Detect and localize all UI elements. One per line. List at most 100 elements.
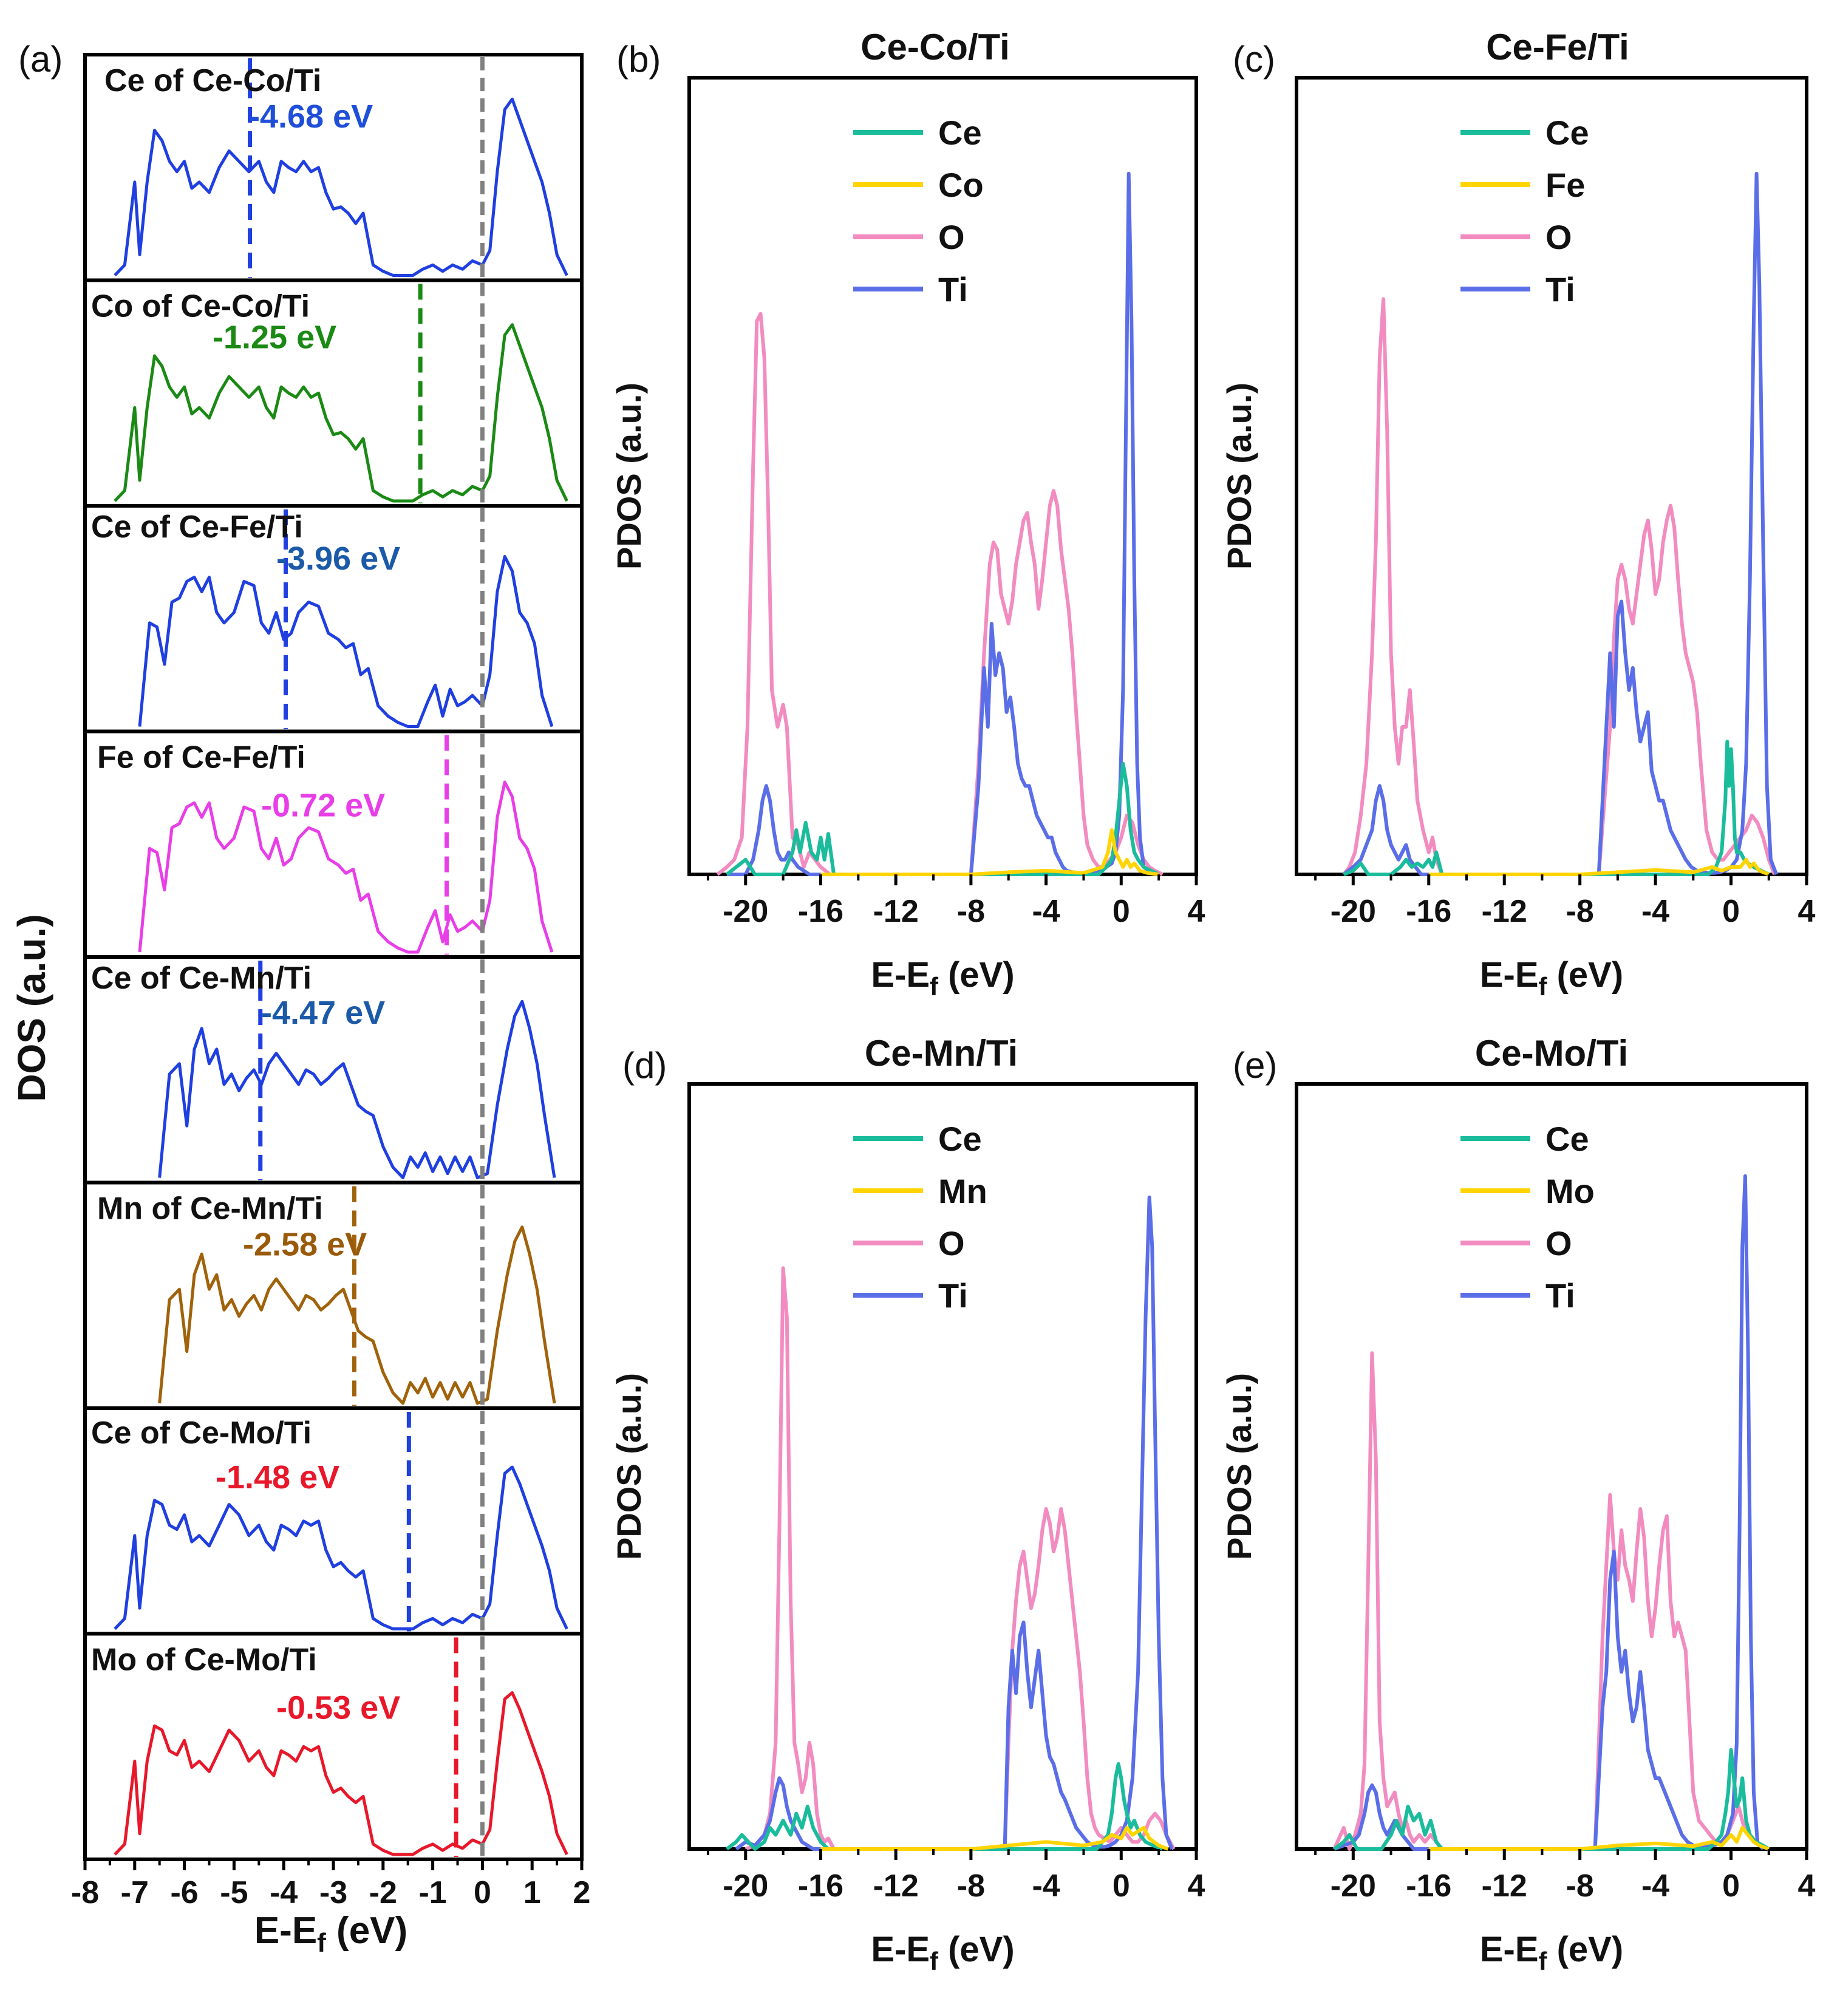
x-tick-label: -16 xyxy=(1406,894,1451,929)
series-line-ce xyxy=(1343,740,1770,876)
x-tick-label: 1 xyxy=(523,1875,541,1910)
dos-strip-mn-of-ce-mn-ti: Mn of Ce-Mn/Ti-2.58 eV xyxy=(83,1180,584,1410)
x-tick-label: 4 xyxy=(1188,1868,1205,1904)
x-tick-label: 2 xyxy=(573,1875,591,1910)
x-tick-label: 4 xyxy=(1798,894,1816,929)
pdos-panel-ce-fe-ti: -20 -16 -12 -8 -4 0 4 (c) Ce-Fe/Ti PDOS (a.u.) E-E… xyxy=(1220,27,1816,1001)
x-tick-label: -8 xyxy=(957,894,985,929)
panel-a-x-ticks: -8 -7 -6 -5 -4 -3 -2 -1 0 1 2 xyxy=(71,1859,591,1910)
legend: Ce Co O Ti xyxy=(853,114,984,308)
series-line-mo xyxy=(1428,1826,1770,1851)
x-tick-label: -5 xyxy=(220,1875,248,1910)
series-line-ti xyxy=(1334,1174,1765,1851)
legend: Ce Fe O Ti xyxy=(1460,114,1589,308)
x-tick-label: -16 xyxy=(798,1868,843,1904)
y-axis-label: PDOS (a.u.) xyxy=(1220,383,1258,570)
d-band-center-value: -0.53 eV xyxy=(276,1690,400,1726)
strip-label: Ce of Ce-Fe/Ti xyxy=(91,509,303,545)
x-tick-label: -4 xyxy=(1032,894,1060,929)
panel-a-xlabel: E-Ef (eV) xyxy=(254,1910,407,1958)
x-tick-label: -20 xyxy=(1331,1868,1376,1904)
dos-curve-ce-of-ce-mo-ti xyxy=(114,1465,568,1630)
x-tick-label: -12 xyxy=(1482,1868,1527,1904)
x-tick-label: -4 xyxy=(1641,1868,1669,1904)
legend: Ce Mo O Ti xyxy=(1460,1120,1595,1315)
legend-label-mn: Mn xyxy=(938,1172,987,1210)
d-band-center-value: -3.96 eV xyxy=(276,540,400,577)
x-axis-label: E-Ef (eV) xyxy=(1480,1930,1623,1975)
dos-curve-ce-of-ce-co-ti xyxy=(114,97,568,277)
x-tick-label: -7 xyxy=(121,1875,149,1910)
panel-title: Ce-Co/Ti xyxy=(860,27,1010,67)
legend-label-fe: Fe xyxy=(1545,166,1585,204)
panel-letter: (c) xyxy=(1233,39,1275,80)
legend-label-ce: Ce xyxy=(938,1120,982,1158)
legend-label-ce: Ce xyxy=(1545,114,1589,152)
x-tick-label: -12 xyxy=(873,894,919,929)
legend-label-ti: Ti xyxy=(1545,1276,1575,1315)
d-band-center-value: -1.48 eV xyxy=(216,1459,339,1496)
x-tick-label: -12 xyxy=(1482,894,1527,929)
strip-label: Fe of Ce-Fe/Ti xyxy=(97,740,305,775)
panel-letter: (d) xyxy=(622,1045,667,1086)
legend-label-co: Co xyxy=(938,166,984,204)
x-tick-label: 0 xyxy=(1113,894,1130,929)
panel-a-strips: Ce of Ce-Co/Ti-4.68 eV Co of Ce-Co/Ti-1.2… xyxy=(83,53,584,1861)
pdos-panel-ce-mo-ti: -20 -16 -12 -8 -4 0 4 (e) Ce-Mo/Ti PDOS (a.u.) E-E… xyxy=(1220,1033,1816,1975)
x-tick-label: 0 xyxy=(1113,1868,1130,1904)
x-axis-label: E-Ef (eV) xyxy=(871,1930,1014,1975)
y-axis-label: PDOS (a.u.) xyxy=(1220,1373,1258,1560)
series-line-mn xyxy=(820,1826,1169,1851)
legend-label-o: O xyxy=(1545,1224,1572,1262)
legend-label-mo: Mo xyxy=(1545,1172,1595,1210)
series-line-fe xyxy=(1428,857,1770,876)
pdos-panel-ce-co-ti: -20 -16 -12 -8 -4 0 4 (b) Ce-Co/Ti PDOS (a.u.) E-E… xyxy=(610,27,1205,1001)
x-tick-label: -20 xyxy=(723,894,768,929)
legend-label-o: O xyxy=(938,1224,965,1262)
x-tick-label: -4 xyxy=(1032,1868,1060,1904)
strip-label: Mo of Ce-Mo/Ti xyxy=(91,1643,317,1678)
x-tick-label: -20 xyxy=(1331,894,1376,929)
series-line-o xyxy=(745,1266,1176,1851)
x-tick-label: 4 xyxy=(1188,894,1205,929)
strip-label: Ce of Ce-Co/Ti xyxy=(104,63,321,98)
x-axis-label: E-Ef (eV) xyxy=(871,955,1014,1001)
dos-curve-ce-of-ce-fe-ti xyxy=(138,555,554,728)
x-tick-label: -8 xyxy=(1566,894,1594,929)
panel-a-ylabel: DOS (a.u.) xyxy=(10,914,53,1102)
strip-label: Ce of Ce-Mn/Ti xyxy=(91,961,312,996)
x-tick-label: -3 xyxy=(319,1875,347,1910)
panel-title: Ce-Fe/Ti xyxy=(1486,27,1629,67)
panel-letter: (e) xyxy=(1233,1045,1277,1086)
legend-label-ce: Ce xyxy=(1545,1120,1589,1158)
x-tick-label: -1 xyxy=(418,1875,446,1910)
legend-label-ti: Ti xyxy=(938,270,968,308)
d-band-center-value: -0.72 eV xyxy=(261,788,385,824)
x-tick-label: 4 xyxy=(1798,1868,1816,1904)
series-line-o xyxy=(1342,297,1776,876)
y-axis-label: PDOS (a.u.) xyxy=(610,383,648,570)
panel-title: Ce-Mo/Ti xyxy=(1475,1033,1628,1074)
x-tick-label: -16 xyxy=(798,894,843,929)
x-tick-label: -4 xyxy=(270,1875,298,1910)
series-line-ce xyxy=(726,761,1160,876)
panel-a-dos-stack: (a) DOS (a.u.) Ce of Ce-Co/Ti-4.68 eV Co … xyxy=(10,39,590,1958)
series-line-co xyxy=(820,828,1159,876)
x-tick-label: -16 xyxy=(1406,1868,1451,1904)
x-tick-label: -8 xyxy=(957,1868,985,1904)
x-tick-label: -20 xyxy=(723,1868,768,1904)
dos-curve-co-of-ce-co-ti xyxy=(114,323,568,503)
dos-curve-fe-of-ce-fe-ti xyxy=(138,780,554,954)
strip-label: Co of Ce-Co/Ti xyxy=(91,289,310,324)
legend-label-o: O xyxy=(938,218,965,256)
d-band-center-value: -2.58 eV xyxy=(243,1227,367,1263)
x-tick-label: -6 xyxy=(170,1875,198,1910)
pdos-panel-ce-mn-ti: -20 -16 -12 -8 -4 0 4 (d) Ce-Mn/Ti PDOS (a.u.) E-E… xyxy=(610,1033,1205,1975)
x-tick-label: -8 xyxy=(71,1875,99,1910)
d-band-center-value: -1.25 eV xyxy=(213,319,336,356)
x-tick-label: -8 xyxy=(1566,1868,1594,1904)
d-band-center-value: -4.47 eV xyxy=(261,995,385,1031)
panel-letter: (b) xyxy=(616,39,661,80)
